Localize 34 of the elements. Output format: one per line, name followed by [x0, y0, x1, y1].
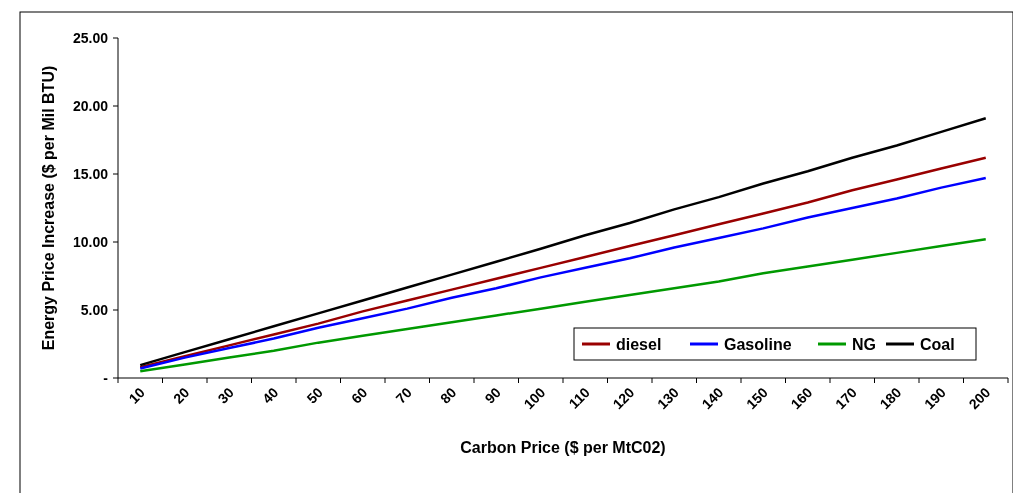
x-tick-label: 110	[565, 384, 593, 412]
y-tick-label: 15.00	[72, 165, 109, 182]
x-tick-label: 160	[787, 384, 816, 413]
x-tick-label: 30	[214, 384, 237, 407]
y-tick-label: 25.00	[72, 29, 109, 46]
legend-label: Coal	[920, 335, 955, 353]
x-tick-label: 20	[170, 384, 193, 407]
y-tick-label: 20.00	[72, 97, 109, 114]
legend-label: Gasoline	[724, 335, 792, 353]
y-tick-label: 10.00	[72, 233, 109, 250]
y-tick-label: 5.00	[80, 301, 109, 318]
x-tick-label: 80	[437, 384, 460, 407]
x-tick-label: 150	[743, 384, 771, 413]
y-axis-title: Energy Price Increase ($ per Mil BTU)	[40, 65, 57, 351]
x-tick-label: 130	[654, 384, 682, 413]
x-tick-label: 120	[609, 384, 638, 413]
x-tick-label: 40	[259, 384, 282, 407]
x-tick-label: 60	[348, 384, 371, 407]
x-axis-title: Carbon Price ($ per MtC02)	[460, 439, 666, 456]
line-series	[139, 116, 987, 367]
x-tick-label: 90	[481, 384, 504, 407]
x-tick-label: 190	[921, 384, 949, 413]
legend-label: diesel	[616, 335, 662, 353]
y-tick-label: -	[103, 369, 109, 386]
x-tick-label: 140	[698, 384, 727, 413]
legend-label: NG	[852, 335, 876, 353]
x-tick-label: 50	[303, 384, 326, 407]
x-tick-label: 180	[876, 384, 905, 413]
line-series	[139, 238, 987, 373]
x-tick-label: 10	[125, 384, 148, 407]
x-tick-label: 170	[832, 384, 860, 413]
x-tick-label: 70	[392, 384, 415, 407]
x-tick-label: 100	[520, 384, 549, 413]
x-tick-label: 200	[965, 384, 994, 413]
